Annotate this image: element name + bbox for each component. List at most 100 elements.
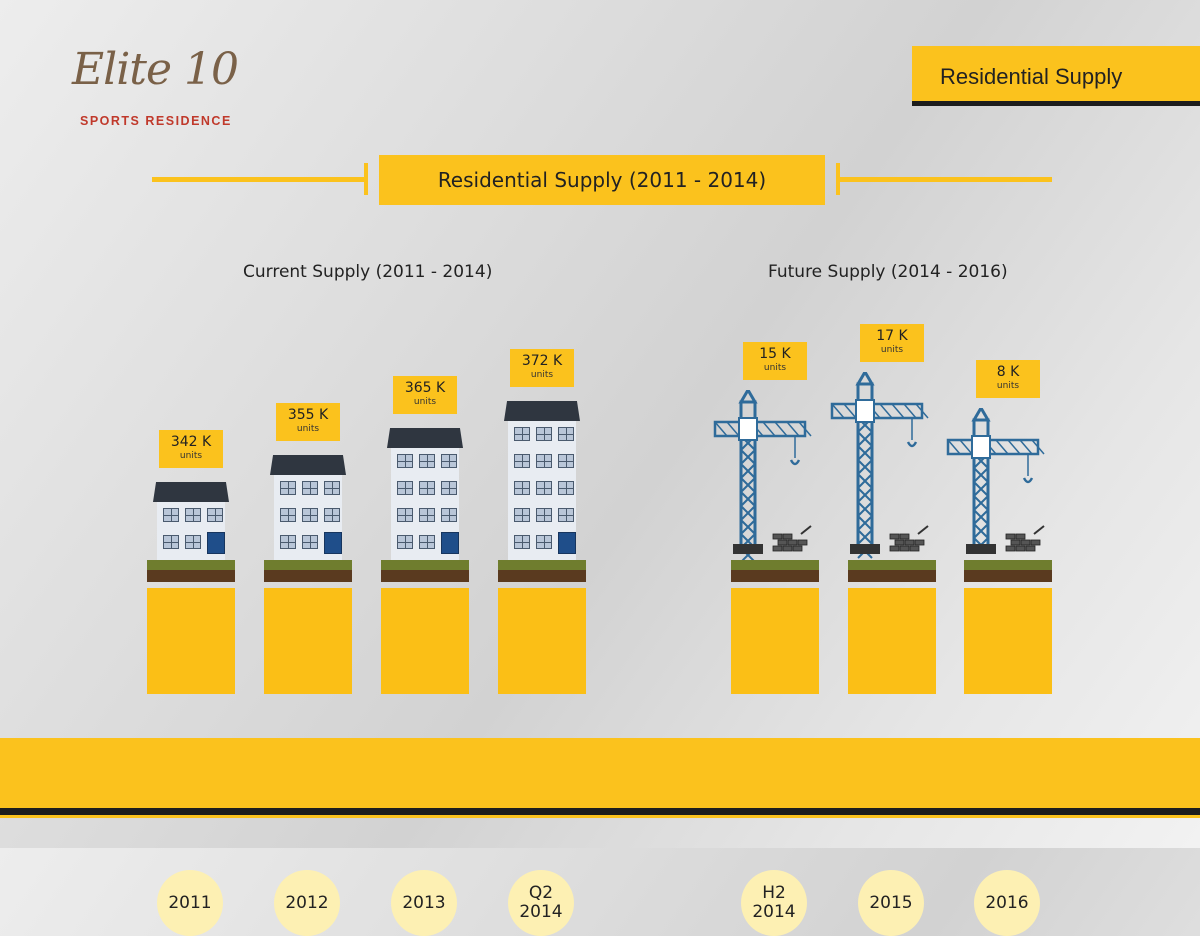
supply-value: 365 K bbox=[404, 380, 446, 396]
building-window bbox=[441, 454, 457, 468]
year-label: 2012 bbox=[274, 870, 340, 936]
building-window bbox=[302, 535, 318, 549]
building-door bbox=[558, 532, 576, 554]
building-roof bbox=[270, 455, 346, 475]
building-window bbox=[280, 508, 296, 522]
page-title: Residential Supply (2011 - 2014) bbox=[379, 155, 825, 205]
year-pedestal: H2 2014 bbox=[731, 588, 819, 936]
soil-strip bbox=[498, 570, 586, 582]
supply-unit: units bbox=[530, 370, 554, 380]
logo-wordmark: Elite 10 bbox=[72, 44, 239, 95]
building-window bbox=[419, 454, 435, 468]
building-door bbox=[324, 532, 342, 554]
supply-value: 372 K bbox=[521, 353, 563, 369]
building-window bbox=[280, 481, 296, 495]
building-window bbox=[419, 535, 435, 549]
building-window bbox=[514, 427, 530, 441]
building-window bbox=[536, 481, 552, 495]
logo-subtitle: SPORTS RESIDENCE bbox=[80, 114, 232, 128]
apartment-building-icon bbox=[153, 482, 229, 560]
title-rule-right bbox=[838, 177, 1052, 182]
future-supply-label: Future Supply (2014 - 2016) bbox=[768, 262, 1008, 282]
soil-strip bbox=[147, 570, 235, 582]
year-label: 2015 bbox=[858, 870, 924, 936]
building-window bbox=[514, 508, 530, 522]
building-window bbox=[536, 535, 552, 549]
building-window bbox=[324, 508, 340, 522]
building-window bbox=[536, 454, 552, 468]
building-walls bbox=[508, 421, 576, 560]
apartment-building-icon bbox=[504, 401, 580, 560]
supply-value: 17 K bbox=[876, 328, 908, 344]
building-walls bbox=[274, 475, 342, 560]
grass-strip bbox=[731, 560, 819, 570]
grass-strip bbox=[498, 560, 586, 570]
building-window bbox=[441, 508, 457, 522]
building-window bbox=[514, 535, 530, 549]
building-window bbox=[397, 508, 413, 522]
header-tab-label: Residential Supply bbox=[940, 64, 1123, 89]
building-window bbox=[536, 508, 552, 522]
building-door bbox=[207, 532, 225, 554]
building-window bbox=[441, 481, 457, 495]
year-label: Q2 2014 bbox=[508, 870, 574, 936]
brick-pile-icon bbox=[1005, 525, 1045, 552]
building-window bbox=[397, 454, 413, 468]
supply-unit: units bbox=[763, 363, 787, 373]
building-window bbox=[514, 481, 530, 495]
apartment-building-icon bbox=[387, 428, 463, 560]
supply-unit: units bbox=[296, 424, 320, 434]
supply-value: 342 K bbox=[170, 434, 212, 450]
year-pedestal: 2013 bbox=[381, 588, 469, 936]
tower-crane-icon bbox=[713, 390, 812, 560]
building-window bbox=[163, 535, 179, 549]
current-supply-label: Current Supply (2011 - 2014) bbox=[243, 262, 493, 282]
building-roof bbox=[387, 428, 463, 448]
supply-unit: units bbox=[413, 397, 437, 407]
soil-strip bbox=[964, 570, 1052, 582]
building-window bbox=[536, 427, 552, 441]
soil-strip bbox=[848, 570, 936, 582]
building-window bbox=[302, 508, 318, 522]
footer-band bbox=[0, 738, 1200, 808]
building-window bbox=[185, 535, 201, 549]
footer-line bbox=[0, 808, 1200, 815]
tower-crane-icon bbox=[946, 408, 1045, 554]
supply-unit: units bbox=[880, 345, 904, 355]
brick-pile-icon bbox=[772, 525, 812, 552]
building-window bbox=[558, 454, 574, 468]
soil-strip bbox=[731, 570, 819, 582]
building-window bbox=[397, 481, 413, 495]
grass-strip bbox=[381, 560, 469, 570]
building-window bbox=[397, 535, 413, 549]
footer-thin-line bbox=[0, 815, 1200, 818]
supply-value: 15 K bbox=[759, 346, 791, 362]
year-pedestal: Q2 2014 bbox=[498, 588, 586, 936]
building-window bbox=[558, 427, 574, 441]
year-label: 2011 bbox=[157, 870, 223, 936]
grass-strip bbox=[264, 560, 352, 570]
building-roof bbox=[153, 482, 229, 502]
supply-unit: units bbox=[996, 381, 1020, 391]
supply-value: 8 K bbox=[996, 364, 1020, 380]
year-label: 2013 bbox=[391, 870, 457, 936]
soil-strip bbox=[264, 570, 352, 582]
building-window bbox=[558, 508, 574, 522]
building-window bbox=[324, 481, 340, 495]
year-label: H2 2014 bbox=[741, 870, 807, 936]
year-pedestal: 2011 bbox=[147, 588, 235, 936]
year-pedestal: 2012 bbox=[264, 588, 352, 936]
header-tab: Residential Supply bbox=[912, 46, 1200, 106]
